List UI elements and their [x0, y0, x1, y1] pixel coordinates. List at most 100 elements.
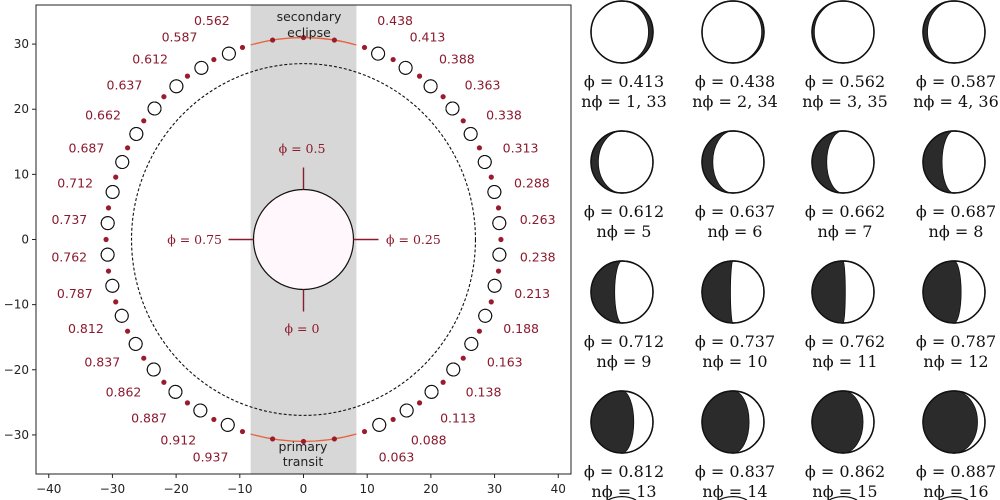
orbit-phase-label: 0.238 — [520, 249, 556, 264]
phase-night-side — [701, 390, 750, 454]
orbit-point — [331, 37, 337, 43]
orbit-phase-label: 0.837 — [84, 354, 120, 369]
y-tick-label: 20 — [14, 102, 29, 116]
orbit-point — [390, 56, 396, 63]
orbit-planet — [105, 184, 120, 199]
orbit-planet — [487, 184, 502, 199]
orbit-point — [460, 118, 466, 124]
phase-index-label: nϕ = 1, 33 — [581, 92, 667, 111]
orbit-point — [270, 436, 276, 442]
phase-value-label: ϕ = 0.662 — [805, 202, 885, 221]
orbit-point — [270, 37, 276, 43]
planet-outline — [193, 403, 208, 418]
phase-disc-partial — [607, 496, 637, 500]
planet-outline — [100, 216, 115, 231]
orbit-phase-label: 0.063 — [379, 449, 415, 464]
orbit-planet — [398, 60, 413, 75]
planet-outline — [463, 126, 478, 141]
primary-transit-label-1: primary — [279, 439, 329, 454]
planet-outline — [424, 384, 439, 399]
phase-outline — [811, 390, 875, 454]
x-tick-label: −10 — [227, 482, 252, 496]
planet-outline — [168, 384, 183, 399]
phase-index-label: nϕ = 5 — [597, 222, 652, 241]
orbit-point — [440, 94, 446, 100]
orbit-planet — [194, 60, 209, 75]
phi-quarter-label: ϕ = 0.25 — [386, 232, 441, 247]
phase-index-label: nϕ = 15 — [812, 482, 877, 500]
phase-value-label: ϕ = 0.812 — [584, 462, 664, 481]
orbit-point — [476, 328, 483, 334]
orbit-phase-label: 0.562 — [194, 13, 230, 28]
orbit-phase-label: 0.887 — [131, 411, 167, 426]
planet-outline — [129, 126, 144, 141]
planet-outline — [147, 101, 162, 116]
phase-night-side — [590, 390, 635, 454]
planet-outline — [100, 247, 115, 262]
orbit-phase-label: 0.138 — [466, 384, 502, 399]
x-tick-label: −40 — [36, 482, 61, 496]
phi-zero-label: ϕ = 0 — [285, 321, 320, 336]
x-tick-label: 40 — [551, 482, 566, 496]
orbit-point — [390, 416, 396, 423]
orbit-point — [141, 118, 147, 124]
phase-value-label: ϕ = 0.562 — [805, 72, 885, 91]
y-tick-label: −20 — [4, 363, 29, 377]
planet-outline — [487, 184, 502, 199]
orbit-phase-label: 0.088 — [411, 433, 447, 448]
phase-value-label: ϕ = 0.737 — [695, 332, 775, 351]
planet-outline — [105, 184, 120, 199]
orbit-phase-label: 0.363 — [465, 77, 501, 92]
y-tick-label: −10 — [4, 298, 29, 312]
phase-index-label: nϕ = 7 — [818, 222, 873, 241]
orbit-planet — [128, 336, 143, 351]
orbit-planet — [193, 403, 208, 418]
orbit-planet — [399, 403, 414, 418]
orbit-point — [300, 438, 307, 445]
x-tick-label: 10 — [360, 482, 375, 496]
orbit-planet — [487, 278, 502, 293]
phase-outline — [590, 130, 654, 194]
orbit-point — [184, 73, 191, 79]
orbit-phase-label: 0.313 — [503, 140, 539, 155]
orbit-planet — [423, 79, 438, 94]
phase-value-label: ϕ = 0.413 — [584, 72, 664, 91]
phase-disc-partial — [939, 496, 969, 500]
orbit-planet — [146, 362, 161, 377]
phase-index-label: nϕ = 4, 36 — [913, 92, 999, 111]
orbit-phase-label: 0.662 — [85, 107, 121, 122]
phase-disc-partial — [718, 496, 748, 500]
planet-outline — [371, 46, 386, 61]
orbit-planet — [221, 46, 236, 61]
orbit-phase-label: 0.113 — [440, 411, 476, 426]
orbit-planet — [446, 362, 461, 377]
phase-index-label: nϕ = 11 — [812, 352, 877, 371]
secondary-eclipse-label-2: eclipse — [287, 25, 331, 40]
orbit-point — [488, 174, 494, 180]
y-tick-label: −30 — [4, 428, 29, 442]
orbit-phase-label: 0.812 — [68, 321, 104, 336]
orbit-point — [416, 400, 423, 406]
orbit-phase-label: 0.213 — [514, 286, 550, 301]
x-tick-label: −20 — [163, 482, 188, 496]
orbit-phase-label: 0.637 — [107, 77, 143, 92]
orbit-planet — [372, 417, 387, 432]
orbit-point — [184, 400, 191, 406]
orbit-point — [211, 56, 217, 63]
phase-outline — [590, 0, 654, 64]
orbit-phase-label: 0.612 — [132, 51, 168, 66]
orbit-planet — [477, 155, 492, 170]
orbit-point — [440, 379, 446, 385]
orbit-point — [239, 44, 246, 51]
orbit-point — [113, 174, 119, 180]
phase-disc-partial — [828, 496, 858, 500]
planet-outline — [169, 79, 184, 94]
phase-outline — [811, 0, 875, 64]
